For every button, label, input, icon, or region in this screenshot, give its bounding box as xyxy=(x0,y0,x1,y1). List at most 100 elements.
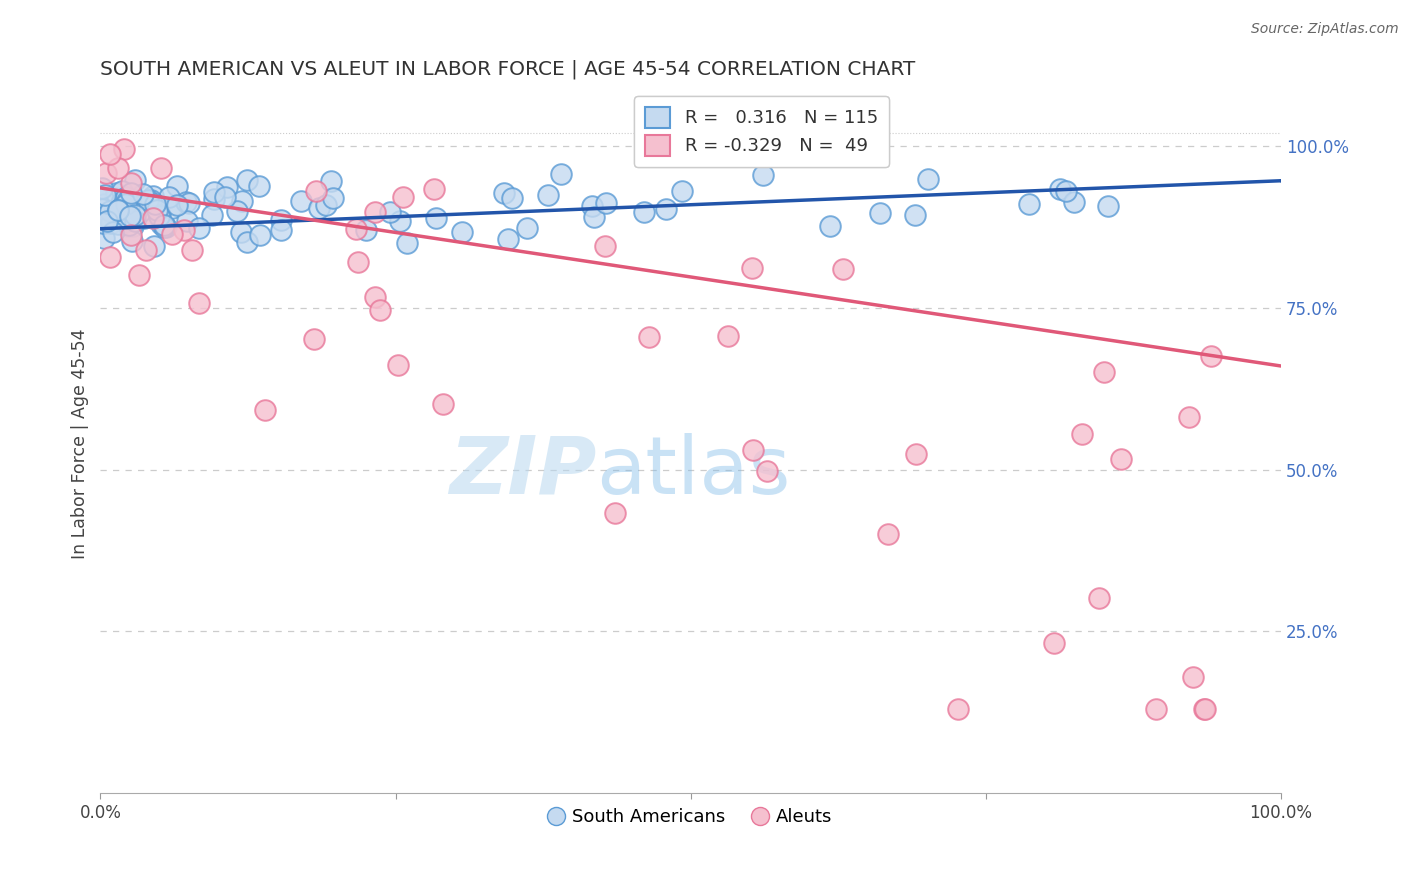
Point xyxy=(120,192,142,206)
Point xyxy=(90,181,112,195)
Point xyxy=(231,194,253,208)
Point xyxy=(90,202,112,216)
Point xyxy=(215,180,238,194)
Point xyxy=(496,232,519,246)
Point xyxy=(96,214,118,228)
Point xyxy=(118,191,141,205)
Point xyxy=(550,167,572,181)
Point xyxy=(107,203,129,218)
Point xyxy=(1043,636,1066,650)
Point xyxy=(107,203,129,218)
Point xyxy=(105,186,128,200)
Point xyxy=(120,210,142,224)
Point xyxy=(139,194,162,208)
Point xyxy=(229,225,252,239)
Point xyxy=(717,329,740,343)
Point xyxy=(120,176,142,190)
Point xyxy=(344,222,367,236)
Point xyxy=(115,194,138,208)
Point xyxy=(166,198,188,212)
Point xyxy=(173,222,195,236)
Point xyxy=(104,207,127,221)
Point xyxy=(202,185,225,199)
Point xyxy=(143,238,166,252)
Text: SOUTH AMERICAN VS ALEUT IN LABOR FORCE | AGE 45-54 CORRELATION CHART: SOUTH AMERICAN VS ALEUT IN LABOR FORCE |… xyxy=(100,60,915,79)
Point xyxy=(741,261,763,276)
Point xyxy=(150,161,173,175)
Point xyxy=(142,211,165,226)
Point xyxy=(831,261,853,276)
Point xyxy=(876,527,898,541)
Point xyxy=(354,223,377,237)
Point xyxy=(98,146,121,161)
Point xyxy=(236,235,259,250)
Point xyxy=(107,217,129,231)
Point xyxy=(153,218,176,232)
Point xyxy=(516,221,538,235)
Point xyxy=(114,211,136,226)
Point xyxy=(94,165,117,179)
Point xyxy=(249,227,271,242)
Point xyxy=(180,243,202,257)
Point xyxy=(127,197,149,211)
Point xyxy=(637,330,659,344)
Point xyxy=(143,197,166,211)
Point xyxy=(160,227,183,242)
Point xyxy=(166,178,188,193)
Point xyxy=(94,188,117,202)
Point xyxy=(1181,670,1204,684)
Point xyxy=(93,196,115,211)
Point xyxy=(1049,182,1071,196)
Point xyxy=(101,225,124,239)
Point xyxy=(107,161,129,175)
Point xyxy=(494,186,516,201)
Point xyxy=(1178,410,1201,425)
Point xyxy=(537,188,560,202)
Point xyxy=(150,217,173,231)
Text: ZIP: ZIP xyxy=(449,433,596,510)
Point xyxy=(752,168,775,182)
Point xyxy=(112,142,135,156)
Point xyxy=(305,184,328,198)
Point xyxy=(121,235,143,249)
Point xyxy=(201,208,224,222)
Point xyxy=(118,218,141,232)
Point xyxy=(671,184,693,198)
Point xyxy=(128,268,150,282)
Point xyxy=(904,208,927,222)
Point xyxy=(270,212,292,227)
Point xyxy=(110,196,132,211)
Point xyxy=(395,236,418,251)
Point xyxy=(1071,426,1094,441)
Point xyxy=(118,200,141,214)
Point xyxy=(100,205,122,219)
Text: Source: ZipAtlas.com: Source: ZipAtlas.com xyxy=(1251,22,1399,37)
Point xyxy=(917,172,939,186)
Point xyxy=(741,442,763,457)
Point xyxy=(120,227,142,242)
Point xyxy=(135,243,157,257)
Point xyxy=(1144,702,1167,716)
Point xyxy=(655,202,678,216)
Point xyxy=(174,194,197,209)
Point xyxy=(111,199,134,213)
Point xyxy=(124,214,146,228)
Point xyxy=(124,173,146,187)
Point xyxy=(347,254,370,268)
Point xyxy=(117,219,139,233)
Point xyxy=(159,190,181,204)
Point xyxy=(188,220,211,235)
Point xyxy=(160,201,183,215)
Point xyxy=(247,178,270,193)
Point xyxy=(1097,198,1119,212)
Y-axis label: In Labor Force | Age 45-54: In Labor Force | Age 45-54 xyxy=(72,328,89,559)
Point xyxy=(115,189,138,203)
Point xyxy=(364,290,387,304)
Point xyxy=(111,195,134,210)
Point xyxy=(111,184,134,198)
Point xyxy=(111,194,134,209)
Point xyxy=(387,358,409,372)
Point xyxy=(188,296,211,310)
Point xyxy=(1192,702,1215,716)
Point xyxy=(432,397,454,411)
